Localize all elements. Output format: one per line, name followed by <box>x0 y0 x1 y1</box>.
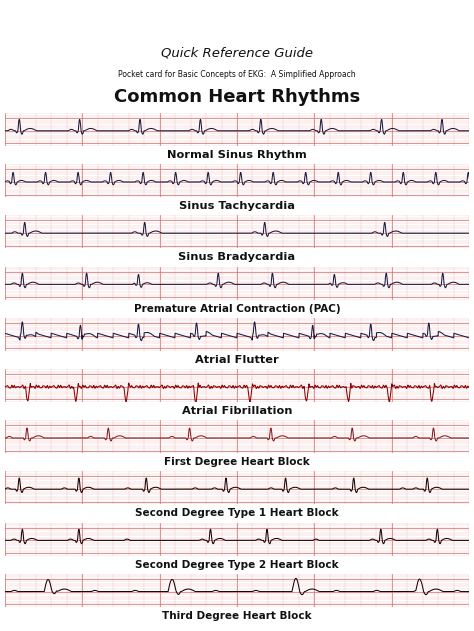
Text: Atrial Flutter: Atrial Flutter <box>195 355 279 365</box>
Text: Normal Sinus Rhythm: Normal Sinus Rhythm <box>167 150 307 160</box>
Text: Sinus Bradycardia: Sinus Bradycardia <box>178 252 296 262</box>
Text: Second Degree Type 1 Heart Block: Second Degree Type 1 Heart Block <box>135 509 339 519</box>
Text: Common Heart Rhythms: Common Heart Rhythms <box>114 88 360 107</box>
Text: First Degree Heart Block: First Degree Heart Block <box>164 457 310 467</box>
Text: Third Degree Heart Block: Third Degree Heart Block <box>162 611 312 621</box>
Text: Second Degree Type 2 Heart Block: Second Degree Type 2 Heart Block <box>135 560 339 570</box>
Text: Atrial Fibrillation: Atrial Fibrillation <box>182 406 292 416</box>
Text: Premature Atrial Contraction (PAC): Premature Atrial Contraction (PAC) <box>134 304 340 314</box>
Text: Pocket card for Basic Concepts of EKG:  A Simplified Approach: Pocket card for Basic Concepts of EKG: A… <box>118 70 356 79</box>
Text: 12 Lead EKG: 12 Lead EKG <box>144 9 330 35</box>
Text: Quick Reference Guide: Quick Reference Guide <box>161 47 313 60</box>
Text: Sinus Tachycardia: Sinus Tachycardia <box>179 201 295 211</box>
